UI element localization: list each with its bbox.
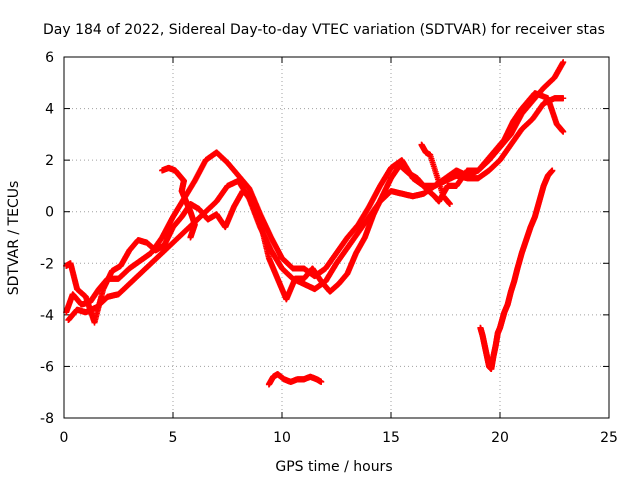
y-tick-label: -4	[40, 308, 54, 324]
x-tick-label: 0	[60, 430, 69, 446]
tick-layer: 0 5 10 15 20 25 -8 -6 -4 -2 0 2 4 6	[40, 50, 618, 446]
x-tick-label: 10	[273, 430, 291, 446]
series-track-F	[265, 371, 325, 388]
data-point	[446, 200, 453, 207]
y-tick-label: -2	[40, 256, 54, 272]
data-point	[560, 59, 567, 66]
y-tick-label: 0	[45, 205, 54, 221]
plot-frame	[63, 56, 610, 419]
series-track-G	[477, 167, 556, 373]
y-tick-label: 6	[45, 50, 54, 66]
series-track-C	[63, 90, 567, 326]
x-tick-label: 25	[600, 430, 618, 446]
chart-title: Day 184 of 2022, Sidereal Day-to-day VTE…	[43, 22, 605, 38]
point-layer	[63, 59, 567, 388]
data-point	[560, 95, 567, 102]
x-tick-label: 20	[491, 430, 509, 446]
data-point	[187, 234, 194, 241]
data-point	[318, 378, 325, 385]
x-axis-label: GPS time / hours	[275, 459, 392, 475]
series-track-E	[418, 141, 453, 207]
y-axis-label: SDTVAR / TECUs	[6, 181, 22, 296]
y-tick-label: -8	[40, 411, 54, 427]
y-tick-label: 4	[45, 102, 54, 118]
data-point	[560, 128, 567, 135]
x-tick-label: 5	[169, 430, 178, 446]
x-tick-label: 15	[382, 430, 400, 446]
data-point	[549, 167, 556, 174]
y-tick-label: -6	[40, 359, 54, 375]
y-tick-label: 2	[45, 153, 54, 169]
series-track-D	[159, 164, 198, 241]
series-track-B	[65, 95, 567, 324]
